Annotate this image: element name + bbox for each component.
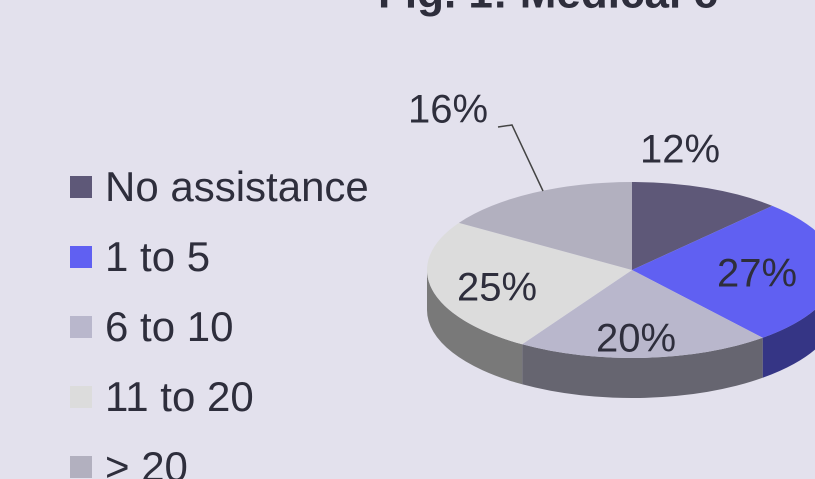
data-label: 12% — [640, 128, 720, 172]
legend-swatch — [70, 386, 92, 408]
legend-swatch — [70, 456, 92, 478]
legend-label: > 20 — [105, 443, 188, 479]
legend-label: 1 to 5 — [105, 233, 210, 280]
legend-label: 6 to 10 — [105, 303, 233, 350]
data-label: 16% — [408, 88, 488, 132]
slice — [458, 182, 632, 270]
leader-line — [497, 124, 544, 192]
slice-side — [522, 337, 763, 398]
chart-title: Fig. 1: Medical c — [378, 0, 718, 18]
legend-label: No assistance — [105, 163, 369, 210]
legend-swatch — [70, 316, 92, 338]
slice — [632, 205, 815, 338]
slice-side — [427, 270, 523, 385]
data-label: 27% — [717, 252, 797, 296]
pie: 12% 27% 20% 25% 16% — [408, 88, 815, 398]
legend-label: 11 to 20 — [105, 373, 254, 420]
slice — [522, 270, 763, 358]
slice-side — [762, 309, 815, 378]
slice — [632, 182, 773, 270]
legend: No assistance 1 to 5 6 to 10 11 to 20 > 20 — [70, 163, 369, 479]
legend-swatch — [70, 246, 92, 268]
data-label: 20% — [596, 317, 676, 361]
slice — [427, 222, 632, 345]
legend-swatch — [70, 176, 92, 198]
data-label: 25% — [457, 266, 537, 310]
